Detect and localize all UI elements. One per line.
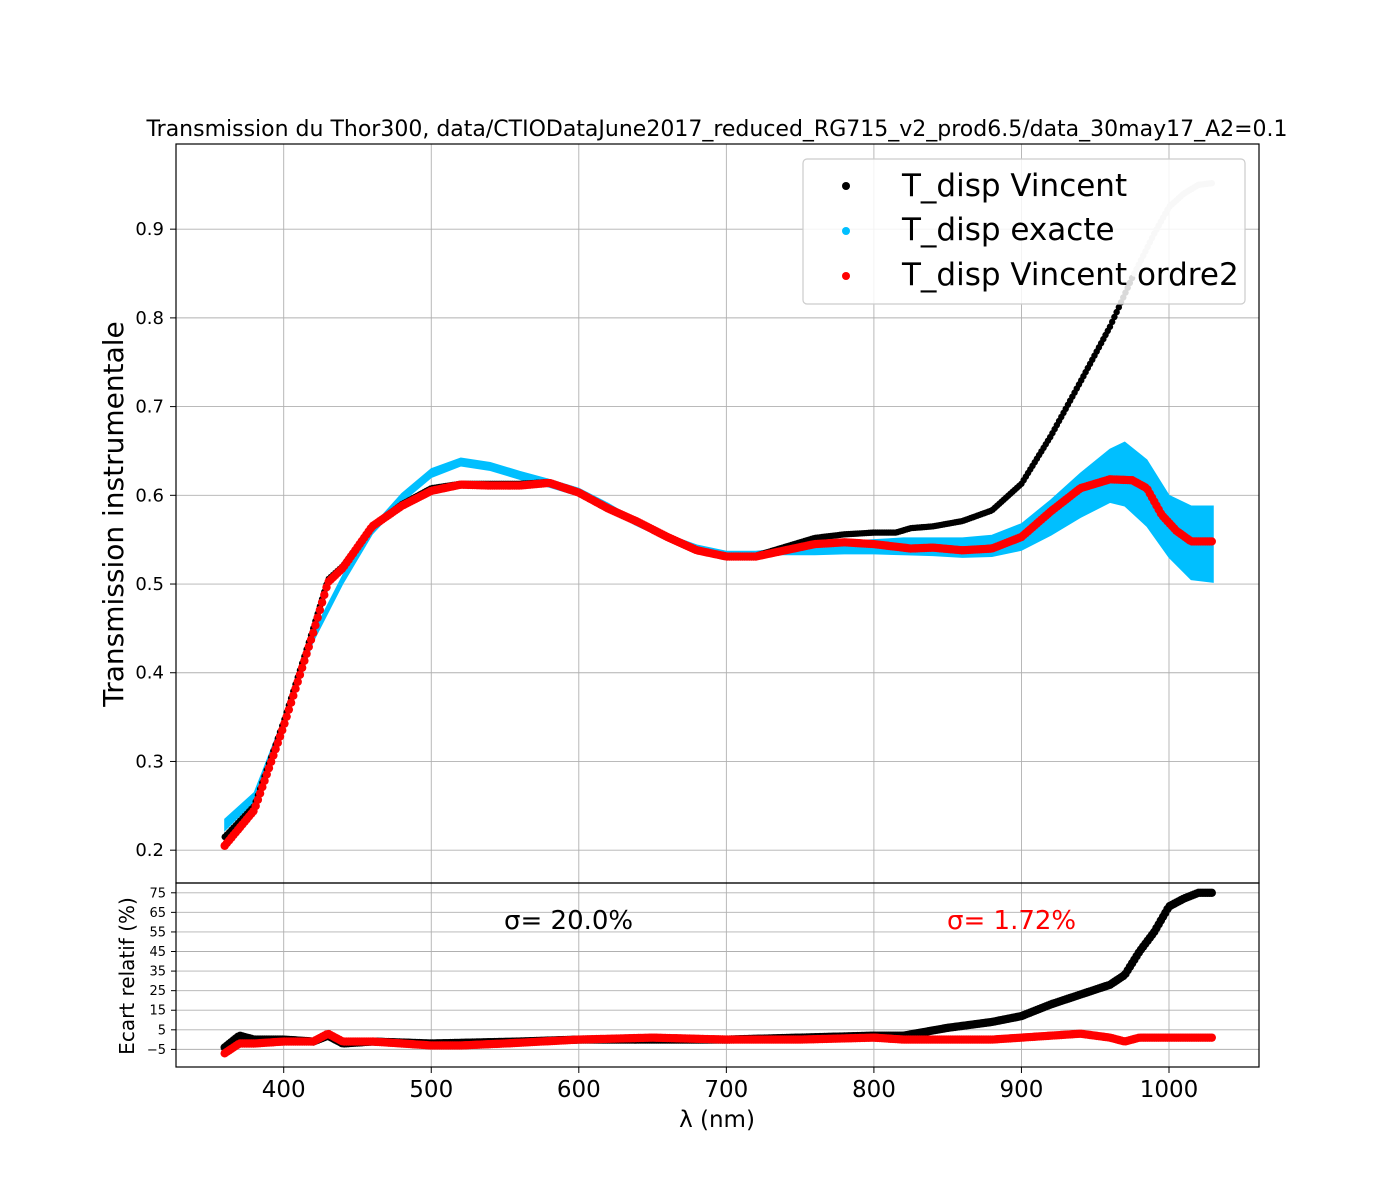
residual-ytick-label: 75 [149,886,166,901]
ordre2-data-point [320,590,329,600]
legend: T_disp Vincent T_disp exacte T_disp Vinc… [802,158,1246,305]
ordre2-data-point [291,684,300,693]
vincent-data-point [1115,304,1123,311]
legend-marker-exacte [842,227,850,235]
main-ytick-label: 0.6 [135,485,164,506]
ordre2-data-point [311,621,320,630]
residual-ytick-label: 25 [149,984,166,999]
exacte-error-band [224,441,1214,832]
ordre2-data-point [269,751,278,760]
ordre2-data-point [273,738,283,748]
residual-vincent-point [1207,888,1216,897]
ordre2-data-point [251,801,260,811]
legend-label-ordre2: T_disp Vincent ordre2 [901,257,1239,293]
legend-label-vincent: T_disp Vincent [901,168,1127,204]
main-ytick-label: 0.8 [135,308,164,329]
ordre2-data-point [289,691,298,700]
legend-label-exacte: T_disp exacte [901,212,1115,248]
legend-marker-vincent [842,182,850,190]
main-ytick-label: 0.5 [135,574,164,595]
residual-axes-frame [175,882,1260,1068]
ordre2-data-point [255,789,265,798]
vincent-data-point [1113,308,1120,316]
residual-ytick-label: 65 [149,906,166,921]
xtick-label: 900 [999,1077,1043,1103]
main-ytick-label: 0.7 [135,397,164,418]
main-ytick-label: 0.2 [135,840,164,861]
ordre2-data-point [295,670,305,679]
residual-ytick-label: 55 [149,925,166,940]
axis-layer: 0.2 0.3 0.4 0.5 0.6 0.7 0.8 0.9 −5 5 15 25 35 45 55 65 7… [135,143,1260,1103]
ordre2-data-point [315,605,325,615]
ordre2-data-point [266,757,276,766]
residual-ytick-label: 15 [149,1004,166,1019]
xtick-label: 400 [262,1077,306,1103]
main-ytick-label: 0.4 [135,663,164,684]
error-band-layer [224,441,1214,832]
main-ytick-label: 0.3 [135,751,164,772]
data-point-layer [220,180,1216,1058]
ordre2-data-point [317,598,327,607]
legend-box [802,158,1246,305]
ordre2-data-point [304,642,313,651]
ordre2-data-point [284,705,294,714]
residual-ordre2-point [1207,1033,1216,1042]
vincent-data-point [1111,313,1118,321]
ordre2-data-point [313,613,322,622]
x-axis-label: λ (nm) [679,1107,755,1133]
ordre2-data-point [258,782,267,792]
ordre2-data-point [278,725,287,735]
xtick-label: 800 [852,1077,896,1103]
ordre2-data-point [253,795,263,804]
main-ytick-label: 0.9 [135,219,164,240]
ordre2-data-point [293,677,302,686]
residual-ytick-label: −5 [147,1043,166,1058]
ordre2-data-point [306,635,316,645]
ordre2-data-point [260,776,269,785]
xtick-label: 1000 [1140,1077,1199,1103]
sigma-annotation-ordre2: σ= 1.72% [947,906,1076,936]
ordre2-data-point [275,732,285,741]
residual-ytick-label: 5 [158,1023,166,1038]
chart-title: Transmission du Thor300, data/CTIODataJu… [145,117,1287,142]
ordre2-data-point [264,763,274,773]
residual-ytick-label: 45 [149,945,166,960]
ordre2-data-point [280,719,289,728]
y-axis-label-main: Transmission instrumentale [97,321,130,708]
residual-ytick-label: 35 [149,965,166,980]
y-axis-label-residual: Ecart relatif (%) [115,897,139,1055]
ordre2-data-point [297,663,307,672]
sigma-annotation-vincent: σ= 20.0% [504,906,633,936]
ordre2-data-point [282,712,291,721]
ordre2-data-point [286,698,296,707]
ordre2-data-point [302,649,311,658]
ordre2-data-point [262,770,271,779]
ordre2-data-point [1207,537,1216,546]
xtick-label: 600 [557,1077,601,1103]
ordre2-data-point [309,628,318,638]
legend-marker-ordre2 [842,272,850,280]
xtick-label: 500 [409,1077,453,1103]
xtick-label: 700 [704,1077,748,1103]
ordre2-data-point [271,744,280,754]
ordre2-data-point [300,656,309,665]
vincent-data-point [1106,323,1114,330]
vincent-data-point [1108,318,1116,326]
